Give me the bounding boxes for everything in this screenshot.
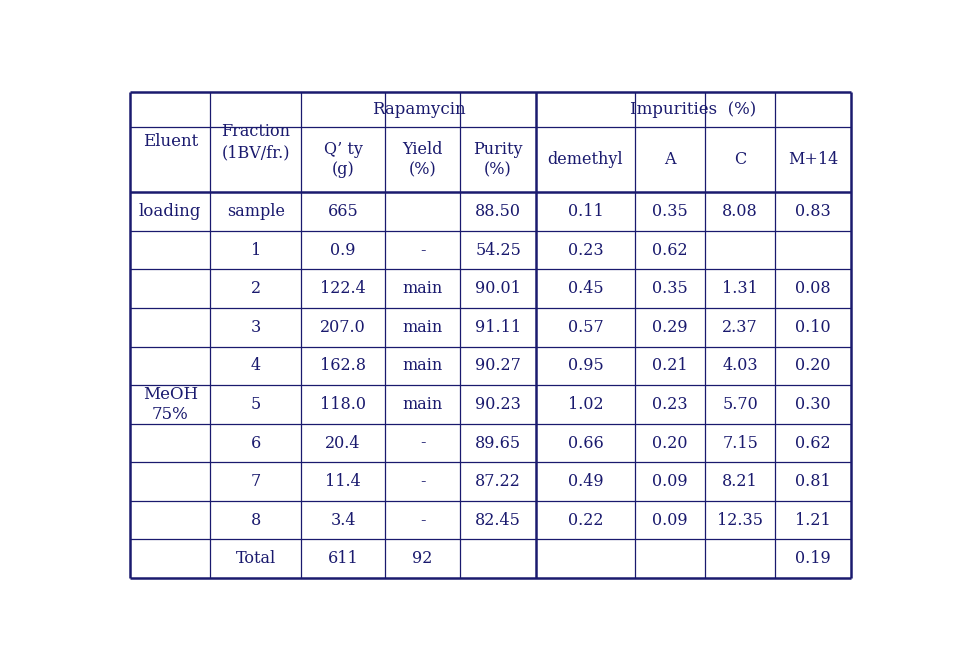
Text: 1: 1 [250,241,261,259]
Text: 0.22: 0.22 [568,512,604,528]
Text: 82.45: 82.45 [476,512,521,528]
Text: 0.35: 0.35 [652,280,688,297]
Text: A: A [665,151,676,168]
Text: Q’ ty
(g): Q’ ty (g) [324,141,363,178]
Text: 3: 3 [250,319,261,336]
Text: 0.83: 0.83 [795,203,831,220]
Text: 0.62: 0.62 [796,434,831,451]
Text: main: main [402,319,443,336]
Text: 5.70: 5.70 [722,396,758,413]
Text: 0.10: 0.10 [796,319,831,336]
Text: Purity
(%): Purity (%) [474,141,522,178]
Text: -: - [420,434,425,451]
Text: 6: 6 [250,434,261,451]
Text: 0.23: 0.23 [652,396,688,413]
Text: 0.35: 0.35 [652,203,688,220]
Text: 2: 2 [250,280,261,297]
Text: 5: 5 [250,396,261,413]
Text: 0.20: 0.20 [652,434,688,451]
Text: 91.11: 91.11 [475,319,521,336]
Text: 0.19: 0.19 [795,550,831,567]
Text: 1.31: 1.31 [722,280,758,297]
Text: 90.01: 90.01 [476,280,521,297]
Text: Eluent: Eluent [142,134,198,151]
Text: 0.20: 0.20 [796,357,831,374]
Text: main: main [402,357,443,374]
Text: Impurities  (%): Impurities (%) [630,101,756,118]
Text: main: main [402,280,443,297]
Text: 7.15: 7.15 [722,434,758,451]
Text: 0.09: 0.09 [652,512,688,528]
Text: 0.95: 0.95 [567,357,604,374]
Text: -: - [420,512,425,528]
Text: 0.08: 0.08 [796,280,831,297]
Text: 0.45: 0.45 [567,280,604,297]
Text: C: C [734,151,746,168]
Text: 0.09: 0.09 [652,473,688,490]
Text: demethyl: demethyl [548,151,624,168]
Text: 7: 7 [250,473,261,490]
Text: 611: 611 [328,550,358,567]
Text: 0.9: 0.9 [330,241,356,259]
Text: Rapamycin: Rapamycin [371,101,465,118]
Text: 54.25: 54.25 [476,241,521,259]
Text: sample: sample [226,203,285,220]
Text: 0.49: 0.49 [567,473,604,490]
Text: 92: 92 [413,550,433,567]
Text: 11.4: 11.4 [326,473,361,490]
Text: -: - [420,241,425,259]
Text: 1.02: 1.02 [567,396,604,413]
Text: 4: 4 [250,357,261,374]
Text: 0.21: 0.21 [652,357,688,374]
Text: 88.50: 88.50 [475,203,521,220]
Text: -: - [420,473,425,490]
Text: Fraction
(1BV/fr.): Fraction (1BV/fr.) [222,123,290,161]
Text: 1.21: 1.21 [795,512,831,528]
Text: 207.0: 207.0 [320,319,366,336]
Text: 0.23: 0.23 [567,241,604,259]
Text: Yield
(%): Yield (%) [402,141,443,178]
Text: M+14: M+14 [788,151,838,168]
Text: 90.23: 90.23 [476,396,521,413]
Text: 90.27: 90.27 [476,357,521,374]
Text: 8: 8 [250,512,261,528]
Text: MeOH
75%: MeOH 75% [142,386,198,423]
Text: 0.66: 0.66 [567,434,604,451]
Text: 8.21: 8.21 [722,473,758,490]
Text: 87.22: 87.22 [476,473,521,490]
Text: 20.4: 20.4 [326,434,361,451]
Text: 2.37: 2.37 [722,319,758,336]
Text: 8.08: 8.08 [722,203,758,220]
Text: 89.65: 89.65 [475,434,521,451]
Text: 12.35: 12.35 [717,512,763,528]
Text: 0.29: 0.29 [652,319,688,336]
Text: main: main [402,396,443,413]
Text: loading: loading [139,203,202,220]
Text: 0.11: 0.11 [567,203,604,220]
Text: 0.57: 0.57 [567,319,604,336]
Text: 0.30: 0.30 [796,396,831,413]
Text: 0.62: 0.62 [652,241,688,259]
Text: 122.4: 122.4 [320,280,366,297]
Text: 4.03: 4.03 [722,357,758,374]
Text: 118.0: 118.0 [320,396,366,413]
Text: 162.8: 162.8 [320,357,366,374]
Text: Total: Total [236,550,276,567]
Text: 3.4: 3.4 [330,512,356,528]
Text: 0.81: 0.81 [795,473,831,490]
Text: 665: 665 [328,203,358,220]
